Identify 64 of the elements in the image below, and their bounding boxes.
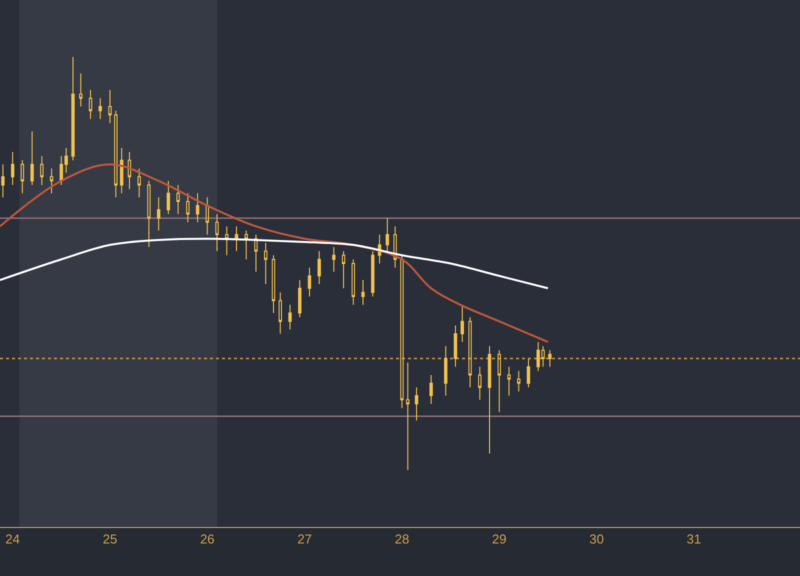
candlestick xyxy=(429,374,433,404)
candlestick xyxy=(30,130,34,186)
candlestick xyxy=(147,180,151,248)
candlestick xyxy=(406,362,410,470)
candlestick xyxy=(225,226,228,256)
candlestick xyxy=(386,218,390,252)
candlestick xyxy=(460,304,464,342)
candlestick xyxy=(298,280,302,318)
candlestick xyxy=(318,250,321,285)
candlestick xyxy=(1,164,5,198)
candlestick xyxy=(278,292,282,334)
candlestick xyxy=(288,304,292,330)
candlestick xyxy=(342,250,346,289)
x-tick-label: 25 xyxy=(102,532,118,547)
candlestick xyxy=(254,234,258,272)
candlestick xyxy=(166,180,170,214)
candlestick xyxy=(176,184,180,214)
candlestick xyxy=(114,110,118,198)
candlestick xyxy=(272,254,276,314)
candlestick xyxy=(156,196,160,231)
x-tick-label: 30 xyxy=(589,532,604,547)
candlestick xyxy=(50,168,54,194)
candlestick xyxy=(478,366,482,400)
candlestick xyxy=(361,280,365,306)
x-tick-label: 28 xyxy=(394,532,410,547)
candlestick xyxy=(10,151,14,186)
candlestick xyxy=(234,226,238,252)
x-tick-label: 24 xyxy=(5,532,20,547)
candlestick xyxy=(264,242,268,285)
candlestick xyxy=(507,366,511,396)
candlestick xyxy=(128,151,132,190)
x-tick-label: 31 xyxy=(686,532,702,547)
candlestick xyxy=(215,213,219,252)
candlestick xyxy=(352,258,355,306)
candlestick xyxy=(137,168,141,198)
candlestick xyxy=(40,156,44,186)
candlestick xyxy=(498,350,501,413)
x-tick-label: 29 xyxy=(492,532,507,547)
candlestick xyxy=(88,90,92,120)
candlestick xyxy=(71,56,75,161)
candlestick xyxy=(548,350,552,368)
candlestick xyxy=(98,98,102,120)
candlestick xyxy=(526,358,530,388)
candlestick xyxy=(371,250,374,298)
candlestick xyxy=(20,160,24,194)
candlestick xyxy=(517,370,520,392)
candlestick xyxy=(454,324,458,368)
candlestick xyxy=(79,73,82,108)
candlestick xyxy=(308,267,312,298)
candlestick xyxy=(332,246,336,272)
candlestick xyxy=(196,192,200,223)
candlestick xyxy=(414,386,418,421)
candlestick xyxy=(488,346,492,454)
candlestick xyxy=(244,230,248,260)
candlestick xyxy=(186,192,190,223)
candlestick xyxy=(206,196,209,236)
candlestick xyxy=(108,90,112,124)
candlestick xyxy=(468,316,472,388)
candlestick xyxy=(444,346,448,396)
candlestick xyxy=(400,254,404,409)
x-tick-label: 26 xyxy=(200,532,215,547)
x-tick-label: 27 xyxy=(297,532,312,547)
candlestick xyxy=(120,147,124,194)
candlestick xyxy=(393,226,397,268)
